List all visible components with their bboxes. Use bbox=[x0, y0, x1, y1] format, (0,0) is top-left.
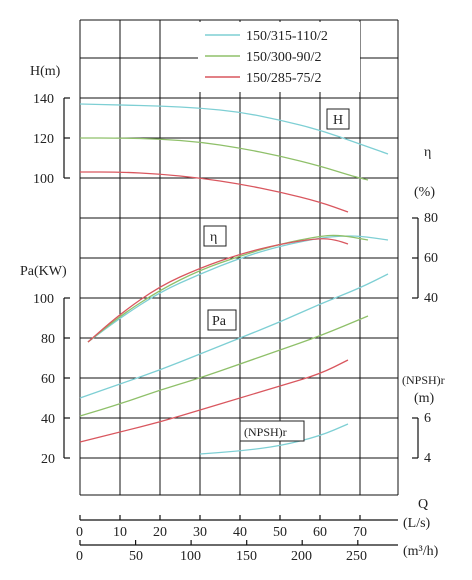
npsh-tick-6: 6 bbox=[424, 411, 431, 426]
m3h-axis-label: (m³/h) bbox=[403, 544, 439, 559]
eta-curve-2 bbox=[87, 234, 369, 343]
m3h-tick-200: 200 bbox=[291, 549, 312, 564]
npsh-axis: (NPSH)r (m) 6 4 bbox=[402, 373, 445, 466]
pa-tick-20: 20 bbox=[41, 452, 55, 467]
pa-tick-40: 40 bbox=[41, 412, 55, 427]
ls-tick-20: 20 bbox=[153, 525, 167, 540]
pa-curve-2 bbox=[79, 315, 369, 417]
svg-text:η: η bbox=[210, 230, 217, 245]
pa-curve-3 bbox=[79, 359, 349, 443]
ls-tick-0: 0 bbox=[76, 525, 83, 540]
m3h-tick-0: 0 bbox=[76, 549, 83, 564]
h-curve-3 bbox=[79, 171, 349, 213]
eta-axis: η (%) 80 60 40 bbox=[412, 145, 438, 306]
h-tick-100: 100 bbox=[33, 172, 54, 187]
box-label-npsh: (NPSH)r bbox=[239, 420, 305, 442]
m3h-tick-250: 250 bbox=[346, 549, 367, 564]
ls-tick-70: 70 bbox=[353, 525, 367, 540]
x-axis-ls: 0 10 20 30 40 50 60 70 (L/s) bbox=[76, 515, 431, 540]
pa-tick-100: 100 bbox=[33, 292, 54, 307]
eta-axis-label: η bbox=[424, 145, 431, 160]
m3h-tick-150: 150 bbox=[236, 549, 257, 564]
ls-tick-60: 60 bbox=[313, 525, 327, 540]
eta-tick-80: 80 bbox=[424, 211, 438, 226]
m3h-tick-50: 50 bbox=[129, 549, 143, 564]
svg-text:Pa: Pa bbox=[212, 314, 227, 329]
pa-tick-60: 60 bbox=[41, 372, 55, 387]
q-label: Q bbox=[418, 497, 428, 512]
legend-label-1: 150/315-110/2 bbox=[246, 29, 328, 44]
npsh-tick-4: 4 bbox=[424, 451, 431, 466]
pa-curve-1 bbox=[79, 273, 389, 399]
ls-tick-50: 50 bbox=[273, 525, 287, 540]
pa-axis: Pa(KW) 100 80 60 40 20 bbox=[20, 264, 70, 467]
m3h-tick-100: 100 bbox=[180, 549, 201, 564]
pa-tick-80: 80 bbox=[41, 332, 55, 347]
x-axis-m3h: 0 50 100 150 200 250 (m³/h) bbox=[76, 540, 439, 564]
npsh-curve-1 bbox=[199, 423, 349, 455]
box-label-h: H bbox=[326, 108, 350, 130]
npsh-axis-unit: (m) bbox=[414, 391, 435, 406]
eta-tick-40: 40 bbox=[424, 291, 438, 306]
svg-text:(NPSH)r: (NPSH)r bbox=[244, 425, 287, 439]
legend-label-3: 150/285-75/2 bbox=[246, 71, 321, 86]
h-tick-120: 120 bbox=[33, 132, 54, 147]
eta-axis-unit: (%) bbox=[414, 185, 435, 200]
h-axis-label: H(m) bbox=[30, 64, 61, 79]
legend-label-2: 150/300-90/2 bbox=[246, 50, 321, 65]
ls-axis-label: (L/s) bbox=[403, 516, 431, 531]
npsh-axis-label: (NPSH)r bbox=[402, 373, 445, 387]
h-curve-2 bbox=[80, 137, 369, 181]
eta-tick-60: 60 bbox=[424, 251, 438, 266]
svg-text:H: H bbox=[333, 113, 343, 128]
ls-tick-30: 30 bbox=[193, 525, 207, 540]
h-tick-140: 140 bbox=[33, 92, 54, 107]
eta-curve-3 bbox=[87, 238, 349, 343]
pa-axis-label: Pa(KW) bbox=[20, 264, 67, 279]
curves bbox=[79, 103, 389, 455]
box-label-eta: η bbox=[203, 225, 227, 247]
h-curve-1 bbox=[79, 103, 389, 155]
h-axis: H(m) 140 120 100 bbox=[30, 64, 70, 187]
ls-tick-40: 40 bbox=[233, 525, 247, 540]
legend: 150/315-110/2 150/300-90/2 150/285-75/2 bbox=[198, 22, 360, 92]
ls-tick-10: 10 bbox=[113, 525, 127, 540]
box-label-pa: Pa bbox=[207, 309, 237, 331]
